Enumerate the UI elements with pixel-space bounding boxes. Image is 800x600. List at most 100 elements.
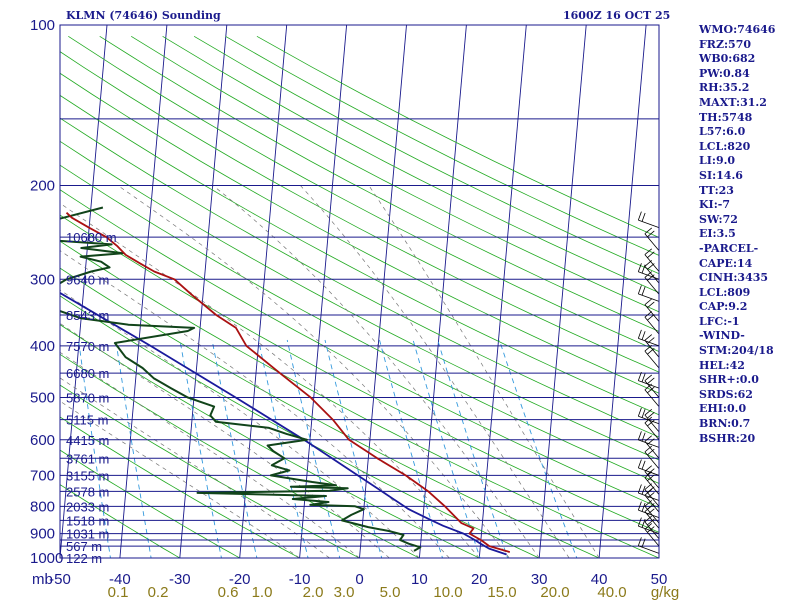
- wind-barb-flag: [641, 331, 646, 340]
- wind-barb-shaft: [644, 414, 660, 433]
- moist-adiabat: [300, 185, 570, 558]
- wind-barb: [644, 445, 660, 469]
- index-item: -PARCEL-: [699, 241, 759, 255]
- wind-barb-flag: [647, 486, 655, 493]
- index-item: TH:5748: [699, 110, 753, 124]
- isotherm-line: [60, 25, 108, 558]
- index-item: LI:9.0: [699, 154, 736, 168]
- wind-barb-flag: [644, 374, 653, 382]
- wind-barb-flag: [641, 409, 646, 418]
- index-item: WB0:682: [699, 52, 756, 66]
- height-label: 1031 m: [66, 527, 109, 542]
- index-item: SW:72: [699, 212, 738, 226]
- temperature-tick-label: -50: [49, 571, 71, 588]
- dry-adiabat: [193, 35, 659, 275]
- wind-barb-flag: [647, 301, 655, 308]
- wind-barb: [644, 465, 660, 489]
- mixing-ratio-line: [324, 339, 383, 558]
- index-item: LCL:820: [699, 139, 751, 153]
- mixing-ratio-line: [115, 339, 152, 558]
- wind-barb: [644, 334, 660, 358]
- wind-barb-flag: [641, 212, 646, 222]
- isotherm-line: [598, 25, 647, 558]
- wind-barb-shaft: [638, 293, 660, 302]
- height-label: 10680 m: [66, 230, 117, 245]
- wind-barb: [637, 371, 660, 389]
- temperature-tick-label: 40: [591, 571, 608, 588]
- mixing-ratio-label: 20.0: [540, 584, 569, 600]
- wind-barb-flag: [647, 251, 655, 258]
- dry-adiabat: [60, 240, 659, 558]
- mixing-ratio-label: 0.1: [108, 584, 129, 600]
- wind-barb-flag: [641, 460, 646, 470]
- wind-barb-flag: [637, 484, 642, 494]
- height-label: 9640 m: [66, 272, 109, 287]
- temperature-tick-label: -40: [109, 571, 131, 588]
- wind-barb-shaft: [644, 521, 660, 539]
- dry-adiabat: [60, 353, 421, 558]
- wind-barb-flag: [644, 248, 653, 255]
- wind-barb-flag: [647, 274, 655, 281]
- wind-barb: [644, 515, 660, 539]
- wind-barb: [644, 416, 660, 441]
- index-item: EHI:0.0: [699, 402, 747, 416]
- dry-adiabat: [60, 214, 659, 533]
- wind-barb-flag: [644, 523, 653, 530]
- wind-barb-flag: [644, 483, 653, 490]
- wind-barb-flag: [647, 337, 655, 344]
- wind-barb-flag: [647, 386, 655, 394]
- wind-barb: [644, 471, 660, 495]
- dry-adiabat: [60, 117, 659, 438]
- wind-barb-shaft: [644, 477, 660, 495]
- wind-barb-flag: [647, 468, 655, 475]
- index-item: LFC:-1: [699, 314, 740, 328]
- temperature-tick-label: -30: [169, 571, 191, 588]
- isotherm-line: [299, 25, 348, 558]
- wind-barb-flag: [644, 298, 653, 305]
- wind-barb-flag: [641, 286, 646, 296]
- dry-adiabat: [68, 35, 659, 352]
- parcel-trace: [60, 291, 507, 556]
- dry-adiabat: [60, 51, 659, 373]
- wind-barb-flag: [637, 537, 642, 546]
- wind-barb-shaft: [644, 422, 660, 441]
- temperature-tick-label: -10: [289, 571, 311, 588]
- wind-barb-shaft: [644, 340, 660, 358]
- wind-barb: [644, 227, 660, 251]
- height-label: 3155 m: [66, 468, 109, 483]
- isotherm-line: [359, 25, 407, 558]
- wind-barb-shaft: [644, 494, 660, 513]
- wind-barb-flag: [647, 348, 655, 355]
- wind-barb-shaft: [644, 254, 660, 272]
- index-item: TT:23: [699, 183, 734, 197]
- wind-barb-flag: [647, 526, 655, 533]
- height-label: 2033 m: [66, 499, 109, 514]
- wind-barb-flag: [637, 263, 642, 272]
- height-label: 4415 m: [66, 433, 109, 448]
- temperature-tick-label: 10: [411, 571, 428, 588]
- index-item: LCL:809: [699, 285, 751, 299]
- wind-barb: [644, 505, 660, 529]
- mixing-ratio-label: 0.6: [218, 584, 239, 600]
- wind-barb: [644, 260, 660, 284]
- wind-barb-flag: [647, 314, 655, 321]
- mixing-ratio-label: 0.2: [148, 584, 169, 600]
- height-label: 2578 m: [66, 484, 109, 499]
- wind-barb-flag: [647, 377, 655, 385]
- pressure-tick-label: 800: [30, 498, 55, 515]
- mb-unit-label: mb: [32, 571, 53, 588]
- index-item: PW:0.84: [699, 66, 750, 80]
- wind-barb-flag: [637, 501, 642, 511]
- sounding-indices: WMO:74646 FRZ:570 WB0:682 PW:0.84 RH:35.2 MAX…: [699, 23, 775, 446]
- mixing-ratio-unit: g/kg: [651, 584, 679, 600]
- index-item: CINH:3435: [699, 271, 769, 285]
- wind-barb-flag: [637, 285, 642, 294]
- dry-adiabat: [60, 164, 659, 484]
- wind-barb-flag: [647, 263, 655, 270]
- index-item: L57:6.0: [699, 125, 746, 139]
- dry-adiabat: [225, 35, 659, 256]
- wind-barb-flag: [637, 517, 642, 527]
- wind-barb-shaft: [644, 304, 660, 322]
- index-item: SRDS:62: [699, 387, 753, 401]
- station-title: KLMN (74646) Sounding: [66, 9, 221, 22]
